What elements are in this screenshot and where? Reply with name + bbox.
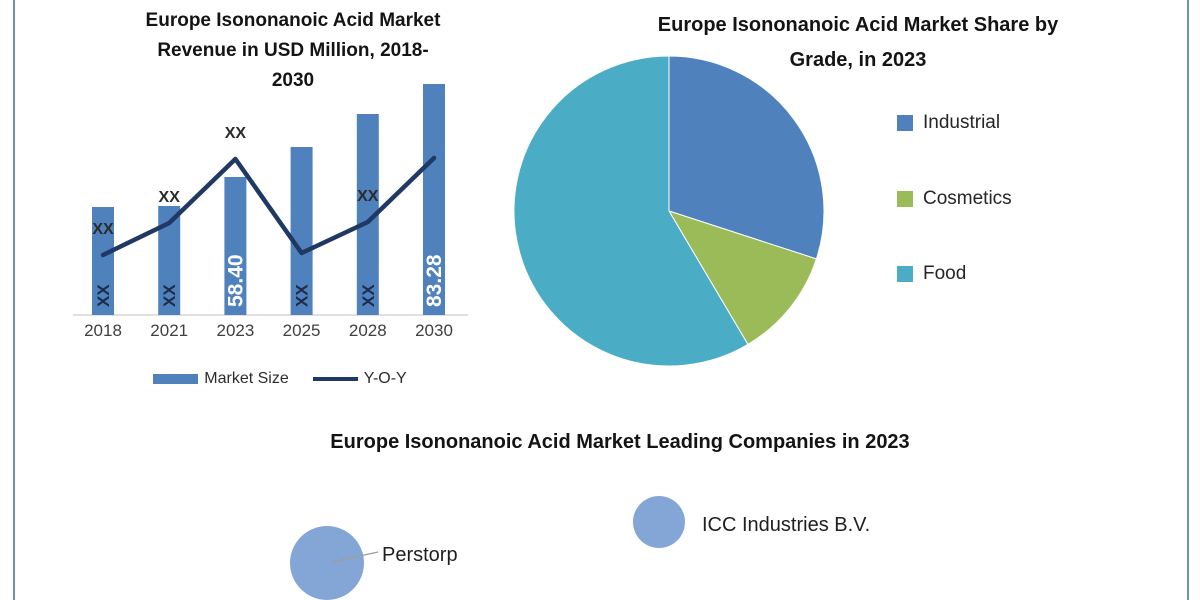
bar-2023 [224, 177, 247, 315]
bar-data-label-2030: 83.28 [423, 254, 446, 307]
icc-industries-bubble [633, 496, 685, 548]
pie-slice-food [513, 55, 749, 367]
bar-chart-title-line2: Revenue in USD Million, 2018- [157, 40, 429, 61]
companies-section-title: Europe Isononanoic Acid Market Leading C… [330, 431, 910, 453]
pie-legend-item-industrial: Industrial [897, 112, 1000, 134]
x-tick-2028: 2028 [349, 321, 387, 340]
yoy-line [100, 155, 437, 258]
bar-2021 [158, 206, 181, 315]
x-tick-2023: 2023 [216, 321, 254, 340]
food-swatch-icon [897, 266, 913, 282]
pie-legend-food-label: Food [923, 263, 967, 284]
bar-2018 [92, 207, 114, 315]
bar-2025 [290, 147, 313, 315]
yoy-data-label-2028: XX [357, 188, 379, 205]
pie-slice-industrial [668, 55, 825, 260]
market-size-swatch-icon [153, 374, 199, 384]
pie-chart-title-line2: Grade, in 2023 [789, 49, 927, 71]
bar-data-label-2023: 58.40 [224, 254, 247, 307]
pie-chart-title: Europe Isononanoic Acid Market Share by … [613, 8, 1103, 78]
legend-item-market-size: Market Size [153, 370, 289, 388]
perstorp-label: Perstorp [382, 544, 458, 566]
bar-2030 [423, 84, 445, 315]
perstorp-bubble [290, 526, 364, 600]
legend-market-size-label: Market Size [204, 370, 289, 387]
legend-item-yoy: Y-O-Y [312, 370, 407, 388]
cosmetics-swatch-icon [897, 191, 913, 207]
bar-chart-title-line3: 2030 [271, 70, 315, 91]
pie-legend-cosmetics-label: Cosmetics [923, 188, 1012, 209]
pie-legend-industrial-label: Industrial [923, 112, 1001, 133]
bar-data-label-2021: XX [160, 284, 179, 307]
left-border-line [13, 0, 15, 600]
x-tick-2018: 2018 [84, 321, 122, 340]
bar-chart-title: Europe Isononanoic Acid Market Revenue i… [118, 6, 468, 96]
pie-slice-cosmetics [667, 210, 818, 346]
x-tick-2021: 2021 [150, 321, 188, 340]
bar-2028 [356, 114, 379, 315]
industrial-swatch-icon [897, 115, 913, 131]
pie-legend-item-food: Food [897, 263, 966, 285]
legend-yoy-label: Y-O-Y [363, 370, 407, 387]
x-tick-2030: 2030 [415, 321, 453, 340]
bar-data-label-2028: XX [359, 284, 378, 307]
perstorp-leader-line [331, 551, 379, 563]
bar-chart-title-line1: Europe Isononanoic Acid Market [145, 10, 441, 31]
bar-data-label-2018: XX [94, 284, 113, 307]
pie-chart-title-line1: Europe Isononanoic Acid Market Share by [657, 14, 1059, 36]
bar-chart-legend: Market Size Y-O-Y [130, 370, 430, 388]
yoy-data-label-2018: XX [92, 221, 114, 238]
yoy-data-label-2021: XX [159, 189, 181, 206]
yoy-line-swatch-icon [312, 377, 358, 381]
x-tick-2025: 2025 [283, 321, 321, 340]
bar-data-label-2025: XX [293, 284, 312, 307]
right-border-line [1187, 0, 1189, 600]
icc-industries-label: ICC Industries B.V. [702, 514, 871, 536]
yoy-data-label-2023: XX [225, 125, 247, 142]
pie-legend-item-cosmetics: Cosmetics [897, 188, 1012, 210]
